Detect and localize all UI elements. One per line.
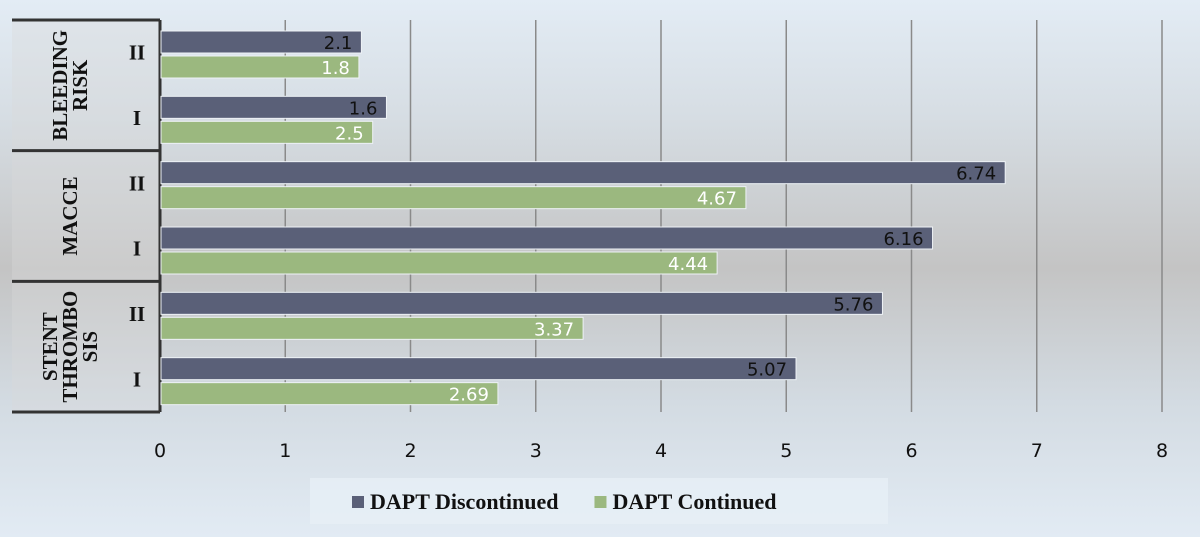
group-label: RISK (68, 59, 92, 111)
legend-label: DAPT Discontinued (370, 489, 558, 514)
bar-dapt-continued (160, 186, 747, 210)
data-label: 6.74 (956, 164, 996, 185)
data-label: 1.8 (321, 58, 350, 79)
data-label: 5.76 (833, 294, 873, 315)
group-label: THROMBO (58, 291, 82, 403)
category-label: I (133, 237, 141, 261)
category-label: II (129, 302, 145, 326)
data-label: 2.5 (335, 123, 364, 144)
category-label: I (133, 367, 141, 391)
category-label: I (133, 106, 141, 130)
group-label: SIS (78, 331, 102, 363)
category-label: II (129, 171, 145, 195)
data-label: 5.07 (747, 360, 787, 381)
legend-swatch (352, 496, 364, 508)
data-label: 2.69 (449, 385, 489, 406)
data-label: 1.6 (349, 98, 378, 119)
data-label: 4.44 (668, 254, 708, 275)
legend: DAPT Discontinued DAPT Continued (310, 478, 888, 524)
data-label: 2.1 (324, 33, 353, 54)
group-label: MACCE (58, 176, 82, 255)
bar-dapt-continued (160, 251, 718, 275)
x-tick-label: 7 (1031, 440, 1043, 462)
bar-dapt-discontinued (160, 161, 1006, 185)
bar-dapt-continued (160, 55, 360, 79)
category-axis-area (12, 20, 160, 412)
data-label: 3.37 (534, 319, 574, 340)
bar-dapt-discontinued (160, 95, 387, 119)
x-tick-label: 2 (404, 440, 416, 462)
x-tick-label: 3 (530, 440, 542, 462)
x-tick-label: 8 (1156, 440, 1168, 462)
x-tick-label: 4 (655, 440, 667, 462)
bar-dapt-discontinued (160, 30, 362, 54)
bar-dapt-continued (160, 120, 374, 144)
x-tick-label: 5 (780, 440, 792, 462)
x-tick-label: 6 (905, 440, 917, 462)
data-label: 4.67 (697, 189, 737, 210)
legend-label: DAPT Continued (612, 489, 776, 514)
bar-dapt-continued (160, 382, 499, 406)
bar-dapt-discontinued (160, 357, 797, 381)
x-tick-label: 0 (154, 440, 166, 462)
group-label: BLEEDING (48, 30, 72, 141)
bar-dapt-discontinued (160, 226, 934, 250)
bar-dapt-continued (160, 316, 584, 340)
bar-dapt-discontinued (160, 291, 883, 315)
x-tick-label: 1 (279, 440, 291, 462)
data-label: 6.16 (883, 229, 923, 250)
group-label: STENT (38, 312, 62, 381)
legend-swatch (594, 496, 607, 508)
category-label: II (129, 41, 145, 65)
